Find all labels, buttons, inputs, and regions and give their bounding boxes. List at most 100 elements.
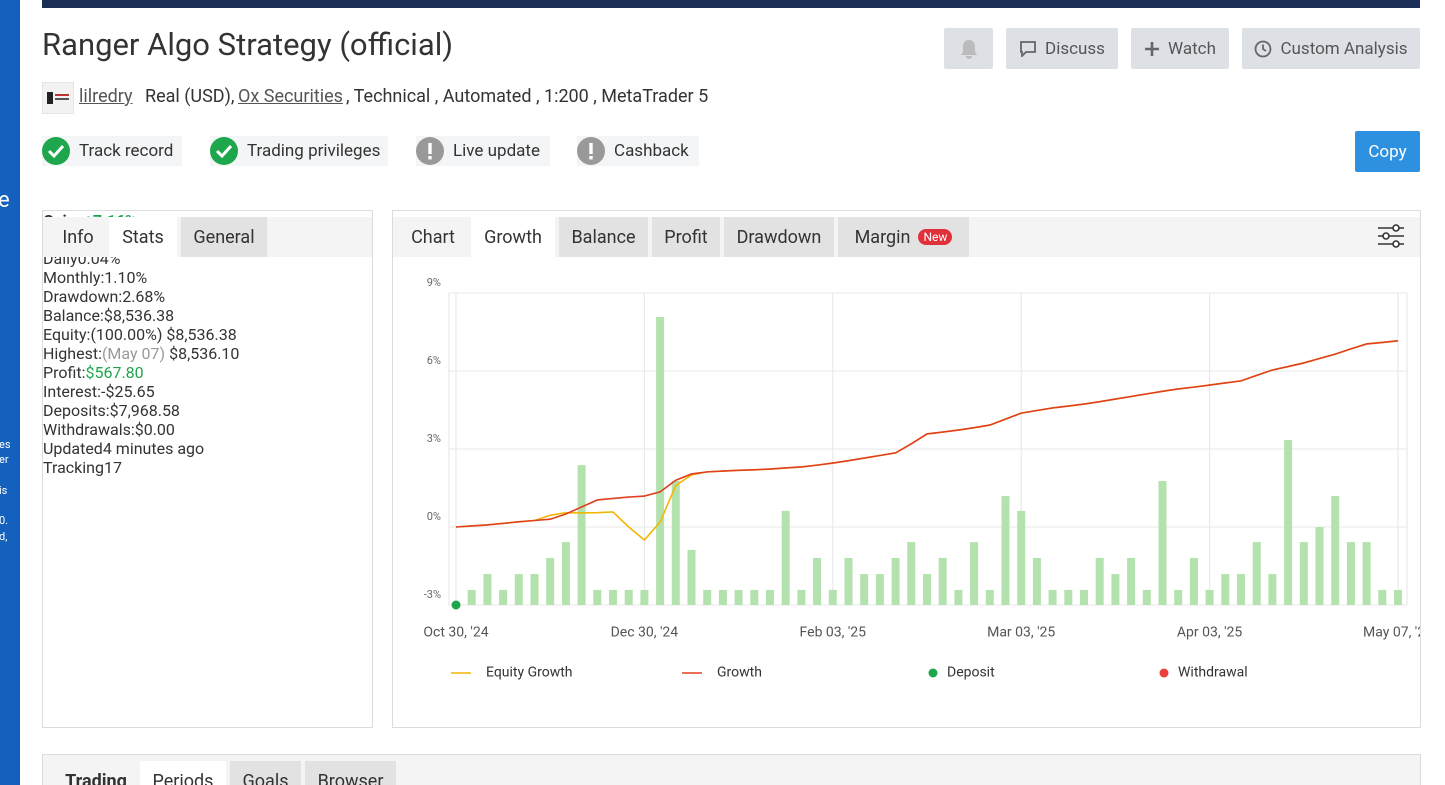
stat-row: Drawdown:2.68% [43,287,372,306]
settings-icon[interactable] [1377,223,1405,249]
bar [1299,542,1308,605]
bar [891,557,900,605]
badge: Cashback [577,136,699,166]
sidebar-text: is [0,484,8,497]
bar [1315,527,1324,605]
bar [703,589,712,605]
tab[interactable]: Margin New [838,217,969,257]
bar [907,542,916,605]
legend-label: Withdrawal [1178,665,1248,681]
plus-icon [1145,41,1160,56]
bar [577,465,586,605]
sidebar [0,0,20,785]
tab[interactable]: Browser [305,761,396,785]
custom-analysis-button[interactable]: Custom Analysis [1242,28,1420,69]
title: Ranger Algo Strategy (official) [42,26,454,63]
bar [1127,557,1136,605]
stat-row: Monthly:1.10% [43,268,372,287]
check-icon [42,137,70,165]
stat-value-group: $8,536.38 [104,306,174,325]
stat-value: $8,536.38 [103,306,175,325]
tab[interactable]: Drawdown [724,217,834,257]
stat-row: Profit:$567.80 [43,363,372,382]
stat-label: Updated [43,439,103,458]
tab[interactable]: General [181,217,267,257]
tab[interactable]: Profit [652,217,720,257]
badge: Live update [416,136,550,166]
watch-button[interactable]: Watch [1131,28,1229,69]
tab[interactable]: Balance [559,217,648,257]
stat-value: $7,968.58 [109,401,180,420]
tab-label: Margin [854,226,911,248]
y-tick-label: -3% [424,588,441,601]
bar [828,589,837,605]
tab[interactable]: Info [62,226,94,248]
bar [734,589,743,605]
bar [718,589,727,605]
stat-value: $8,536.38 [166,325,237,344]
stat-label: Withdrawals: [43,420,135,439]
tab[interactable]: Chart [411,226,455,248]
tab[interactable]: Growth [471,217,555,257]
badge-label: Live update [453,141,540,161]
bar [1017,510,1026,605]
bar [1362,542,1371,605]
stat-value-group: 17 [104,458,122,477]
bar [1331,496,1340,605]
stats-tabs: Info Stats General [43,217,372,257]
bar [781,510,790,605]
stat-label: Profit: [43,363,86,382]
stat-value-group: $7,968.58 [110,401,180,420]
legend-marker [928,668,938,678]
broker-link[interactable]: Ox Securities [238,86,343,107]
bar [970,542,979,605]
stat-label: Equity: [43,325,91,344]
bar [1158,480,1167,605]
bell-button[interactable] [944,28,993,69]
stat-row: Highest:(May 07) $8,536.10 [43,344,372,363]
stat-row: Tracking17 [43,458,372,477]
stat-label: Monthly: [43,268,105,287]
chart: -3% 0% 3% 6% 9% Oct 30, '24 Dec 30, '24 Feb 03,… [423,276,1420,681]
sidebar-text: d, [0,530,8,543]
banner [42,0,1420,8]
stat-note: (May 07) [101,344,166,363]
button-label: Watch [1168,38,1216,59]
stat-row: Deposits:$7,968.58 [43,401,372,420]
discuss-button[interactable]: Discuss [1006,28,1118,69]
bar [1268,574,1277,605]
button-label: Custom Analysis [1280,38,1408,59]
bar [671,480,680,605]
tab[interactable]: Periods [140,761,226,785]
copy-button[interactable]: Copy [1355,131,1420,172]
bar [923,574,931,605]
clock-icon [1255,40,1272,57]
discuss-icon [1020,40,1036,57]
bar [467,589,476,605]
bar [1221,574,1230,605]
badge-label: Track record [79,141,174,161]
stat-value-group: 2.68% [122,287,165,306]
bar [593,589,602,605]
bar [546,557,555,605]
bar [1095,557,1104,605]
bar [1378,589,1387,605]
bar [1080,589,1088,605]
tab[interactable]: Goals [230,761,301,785]
bar [1346,542,1355,605]
y-tick-label: 9% [427,276,441,289]
tab[interactable]: Stats [109,217,177,257]
check-icon [210,137,238,165]
bar [530,574,539,605]
tab[interactable]: Trading [65,770,127,785]
stat-value-group: 4 minutes ago [103,439,204,458]
bar [687,549,696,605]
bar [813,557,822,605]
stats-panel: Info Stats General Gain :+7.16%Abs. Gain… [42,210,373,728]
sidebar-text: es [0,438,11,451]
badge: Track record [42,136,182,166]
user-link[interactable]: lilredry [79,86,133,107]
bar [750,589,759,605]
bar [561,542,570,605]
bar [1252,542,1261,605]
